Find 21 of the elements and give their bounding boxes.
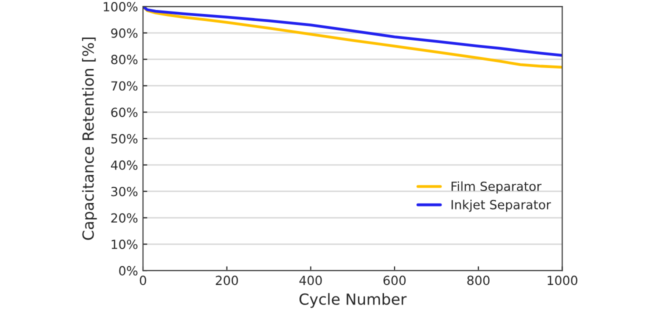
y-tick-label: 80% bbox=[111, 54, 138, 64]
y-axis-title: Capacitance Retention [%] bbox=[82, 38, 97, 240]
legend-label: Film Separator bbox=[452, 181, 542, 194]
y-tick-label: 0% bbox=[119, 266, 138, 276]
y-tick-label: 20% bbox=[111, 213, 138, 223]
x-tick-label: 800 bbox=[467, 276, 490, 286]
x-tick-label: 0 bbox=[140, 276, 146, 286]
x-tick-label: 600 bbox=[383, 276, 406, 286]
y-tick-label: 50% bbox=[111, 134, 138, 144]
y-tick-label: 60% bbox=[111, 108, 138, 118]
y-tick-label: 70% bbox=[111, 81, 138, 91]
x-tick-label: 400 bbox=[299, 276, 322, 286]
y-tick-label: 90% bbox=[111, 28, 138, 38]
y-tick-label: 30% bbox=[111, 186, 138, 196]
x-tick-label: 1000 bbox=[548, 276, 578, 286]
y-tick-label: 40% bbox=[110, 160, 138, 170]
y-tick-label: 10% bbox=[112, 240, 138, 250]
x-tick-label: 200 bbox=[216, 276, 238, 286]
legend-label: Inkjet Separator bbox=[452, 200, 551, 212]
y-tick-label: 100% bbox=[104, 2, 138, 12]
x-axis-title: Cycle Number bbox=[299, 293, 407, 308]
